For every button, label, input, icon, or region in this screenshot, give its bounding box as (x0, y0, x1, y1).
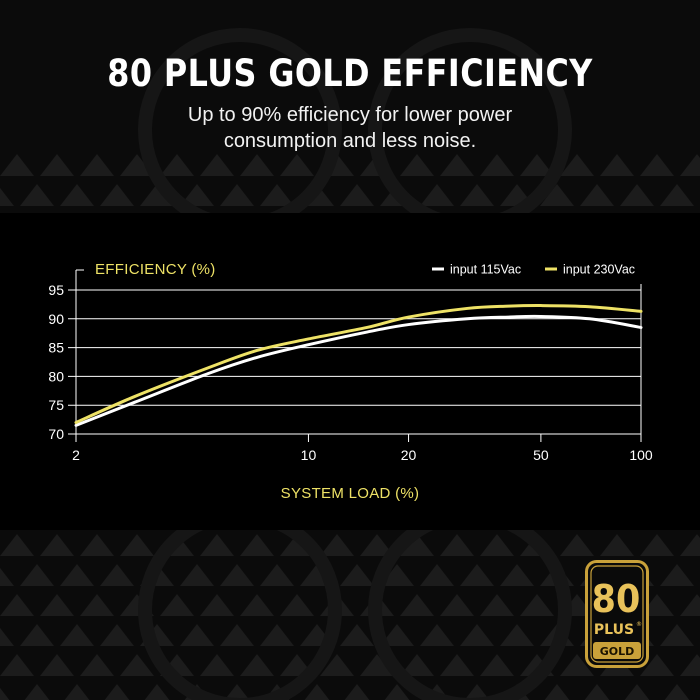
80-plus-gold-badge: 80 PLUS ® GOLD (585, 560, 649, 668)
y-tick-label: 85 (48, 340, 64, 356)
badge-number: 80 (592, 577, 641, 622)
y-tick-label: 90 (48, 311, 64, 327)
badge-inner-frame (590, 565, 644, 663)
y-tick-label: 95 (48, 282, 64, 298)
x-tick-label: 10 (301, 447, 317, 463)
headline: 80 PLUS GOLD EFFICIENCY (107, 52, 593, 95)
x-tick-label: 50 (533, 447, 549, 463)
x-tick-label: 100 (629, 447, 653, 463)
y-tick-label: 75 (48, 397, 64, 413)
badge-registered-mark: ® (636, 621, 642, 628)
series-115vac-line (74, 314, 643, 427)
y-tick-label: 70 (48, 426, 64, 442)
subheadline-line-2: consumption and less noise. (223, 130, 477, 152)
chart-panel (0, 213, 700, 530)
x-tick-label: 20 (401, 447, 417, 463)
legend-label: input 230Vac (563, 263, 635, 277)
badge-plus: PLUS (594, 622, 634, 638)
x-axis-label: SYSTEM LOAD (%) (281, 485, 420, 502)
y-axis-label: EFFICIENCY (%) (95, 261, 216, 278)
badge-tier-band (593, 642, 641, 659)
badge-frame (585, 560, 649, 668)
subheadline-line-1: Up to 90% efficiency for lower power (187, 104, 513, 126)
x-tick-label: 2 (72, 447, 80, 463)
legend-label: input 115Vac (450, 263, 521, 277)
series-230vac-line (74, 304, 643, 424)
y-tick-label: 80 (48, 368, 64, 384)
badge-tier: GOLD (600, 645, 635, 658)
subheadline: Up to 90% efficiency for lower power con… (0, 102, 700, 154)
